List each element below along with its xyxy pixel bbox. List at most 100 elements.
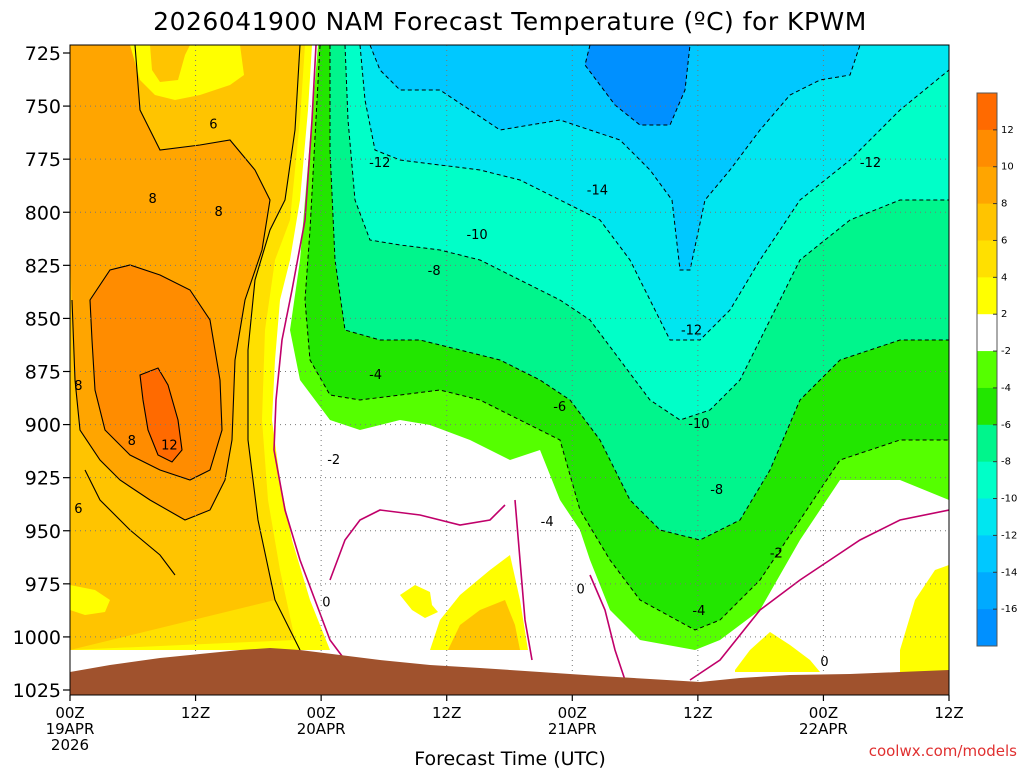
- y-tick-label: 925: [25, 468, 61, 490]
- contour-label: -2: [770, 547, 783, 562]
- contour-label: 0: [820, 655, 828, 670]
- y-axis-ticks: 725 750 775 800 825 850 875 900 925 950 975 1000 102…: [13, 43, 70, 702]
- contour-cold-line-5: [369, 45, 861, 271]
- color-legend: 12 10 8 6 4 2 -2 -4 -6 -8 -10 -12 -14 -16: [976, 92, 1017, 647]
- fill-warm-pocket-7: [130, 45, 244, 100]
- x-tick-label: 20APR: [297, 720, 346, 738]
- x-tick-label: 12Z: [181, 704, 210, 722]
- contour-zero-line-2: [514, 499, 533, 661]
- legend-swatch: [977, 498, 997, 536]
- legend-label: -6: [1001, 420, 1011, 431]
- contour-cold-line-3: [344, 45, 949, 421]
- legend-swatch: [977, 572, 997, 610]
- contour-label: 8: [128, 434, 136, 449]
- legend-label: 6: [1001, 235, 1007, 246]
- legend-swatch: [977, 129, 997, 168]
- legend-label: -2: [1001, 346, 1011, 357]
- contour-label: 0: [577, 583, 585, 598]
- fill-warm-pocket-6: [70, 585, 110, 615]
- contour-warm-line-1: [247, 45, 301, 651]
- contour-warm-line-4: [139, 367, 183, 463]
- plot-frame: [69, 44, 950, 696]
- legend-swatch: [977, 387, 997, 426]
- fill-warm-pocket-2: [448, 600, 520, 650]
- legend-swatch: [977, 240, 997, 278]
- fill-plus12: [140, 368, 182, 462]
- contour-labels: 6 8 8 8 8 12 6 -12 -14 -10 -8 -12 -12 -4 -6 -10 -8 -2 -4 -2…: [74, 118, 881, 670]
- x-tick-label: 00Z: [809, 704, 838, 722]
- legend-swatch: [977, 166, 997, 205]
- credit-text: coolwx.com/models: [869, 742, 1017, 760]
- legend-label: 4: [1001, 272, 1007, 283]
- fill-minus16: [585, 45, 690, 125]
- y-tick-label: 800: [25, 202, 61, 224]
- chart-title: 2026041900 NAM Forecast Temperature (ºC)…: [153, 7, 867, 36]
- y-tick-label: 975: [25, 574, 61, 596]
- y-tick-label: 950: [25, 521, 61, 543]
- legend-swatch: [977, 535, 997, 573]
- contour-label: -8: [428, 264, 441, 279]
- x-tick-label: 19APR: [46, 720, 95, 738]
- y-tick-label: 900: [25, 415, 61, 437]
- y-tick-label: 775: [25, 149, 61, 171]
- y-tick-label: 825: [25, 255, 61, 277]
- legend-swatch: [977, 203, 997, 241]
- x-tick-label: 00Z: [558, 704, 587, 722]
- contour-label: -4: [369, 368, 382, 383]
- y-tick-label: 875: [25, 362, 61, 384]
- contour-cold-line-1: [304, 45, 949, 631]
- legend-swatch: [977, 351, 997, 389]
- y-tick-label: 1025: [13, 680, 61, 702]
- contour-cold-line-6: [584, 45, 691, 126]
- fill-warm-pocket-3: [400, 585, 438, 618]
- legend-label: -12: [1001, 530, 1017, 541]
- contour-label: -8: [710, 483, 723, 498]
- fill-warm-pocket-4: [735, 632, 820, 672]
- y-tick-label: 1000: [13, 627, 61, 649]
- contour-label: -12: [681, 324, 702, 339]
- x-tick-label: 12Z: [934, 704, 963, 722]
- legend-swatch: [977, 461, 997, 500]
- contour-label: -10: [688, 417, 709, 432]
- contour-warm-line-2: [71, 45, 271, 521]
- contour-label: 8: [214, 205, 222, 220]
- contour-label: 6: [74, 502, 82, 517]
- terrain-ground: [70, 648, 949, 695]
- contour-warm-line-3: [89, 264, 223, 481]
- legend-swatch: [977, 609, 997, 647]
- x-tick-label: 00Z: [55, 704, 84, 722]
- contour-label: -4: [541, 515, 554, 530]
- legend-swatch: [977, 93, 997, 131]
- legend-label: 8: [1001, 199, 1007, 210]
- x-tick-label: 12Z: [432, 704, 461, 722]
- legend-swatch: [977, 277, 997, 315]
- y-tick-label: 750: [25, 96, 61, 118]
- legend-label: 12: [1001, 125, 1014, 136]
- contour-label: -12: [860, 156, 881, 171]
- contour-label: 12: [161, 438, 178, 453]
- contour-label: -4: [692, 604, 705, 619]
- contour-zero-line-3: [589, 574, 626, 681]
- y-tick-label: 850: [25, 308, 61, 330]
- contour-label: -6: [553, 400, 566, 415]
- x-tick-label: 21APR: [548, 720, 597, 738]
- contour-cold-line-4: [359, 45, 949, 341]
- legend-frame: [976, 92, 998, 647]
- contour-label: -10: [466, 228, 487, 243]
- legend-label: -14: [1001, 567, 1017, 578]
- legend-label: 10: [1001, 162, 1014, 173]
- legend-label: -8: [1001, 457, 1011, 468]
- contour-label: 0: [322, 595, 330, 610]
- contour-cold-line-2: [329, 45, 949, 541]
- contour-label: 8: [74, 379, 82, 394]
- contour-label: 6: [209, 118, 217, 133]
- fill-minus14: [370, 45, 860, 270]
- fill-warm-pocket-5: [900, 565, 949, 672]
- x-axis-title: Forecast Time (UTC): [414, 748, 605, 768]
- x-tick-label: 22APR: [799, 720, 848, 738]
- legend-swatch: [977, 314, 997, 352]
- x-tick-label: 12Z: [683, 704, 712, 722]
- x-tick-label: 00Z: [306, 704, 335, 722]
- contour-label: -14: [587, 184, 608, 199]
